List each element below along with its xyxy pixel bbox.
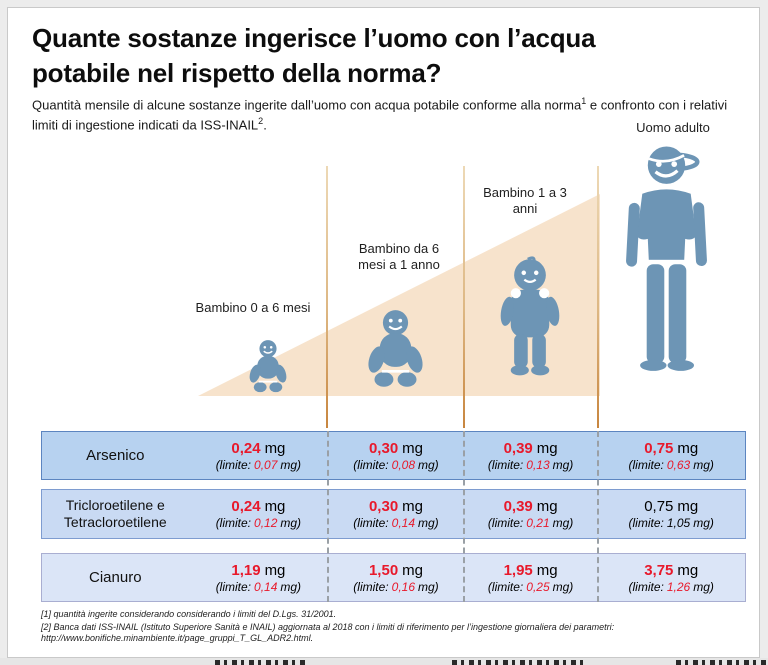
- substance-name: Cianuro: [89, 569, 142, 586]
- baby-sitting-small-icon: [246, 338, 290, 395]
- column-divider-1: [326, 166, 328, 428]
- infographic-card: Quante sostanze ingerisce l’uomo con l’a…: [7, 7, 760, 658]
- cropped-logo-fragment: [215, 660, 307, 665]
- page-subtitle: Quantità mensile di alcune sostanze inge…: [32, 96, 728, 133]
- value-cell: 1,50 mg (limite: 0,16 mg): [353, 561, 439, 594]
- age-group-label-adult: Uomo adulto: [636, 120, 710, 135]
- table-dashed-divider-2: [463, 431, 465, 602]
- footnotes: [1] quantità ingerite considerando consi…: [41, 609, 747, 646]
- toddler-standing-icon: [496, 254, 564, 380]
- age-group-label-child-1-3: Bambino 1 a 3 anni: [483, 185, 567, 216]
- cropped-logo-fragment: [676, 660, 768, 665]
- column-divider-2: [463, 166, 465, 428]
- value-cell: 1,95 mg (limite: 0,25 mg): [487, 561, 574, 594]
- table-row-arsenico: Arsenico 0,24 mg (limite: 0,07 mg) 0,30 mg (…: [41, 431, 746, 480]
- age-group-label-baby-0-6: Bambino 0 a 6 mesi: [195, 300, 311, 315]
- title-line-2: potabile nel rispetto della norma?: [32, 58, 442, 88]
- footnote-ref-1: 1: [581, 96, 587, 106]
- value-cell: 0,24 mg (limite: 0,12 mg): [215, 498, 302, 530]
- substance-name: Arsenico: [86, 447, 145, 464]
- title-line-1: Quante sostanze ingerisce l’uomo con l’a…: [32, 23, 596, 53]
- value-cell: 0,75 mg (limite: 1,05 mg): [628, 498, 714, 530]
- age-group-label-baby-6-12: Bambino da 6 mesi a 1 anno: [358, 241, 440, 272]
- cropped-bottom-strip: [0, 658, 768, 665]
- table-row-cianuro: Cianuro 1,19 mg (limite: 0,14 mg) 1,50 mg (l…: [41, 553, 746, 602]
- value-cell: 0,39 mg (limite: 0,13 mg): [487, 439, 574, 472]
- table-row-tricloroetilene: Tricloroetilene e Tetracloroetilene 0,24…: [41, 489, 746, 539]
- value-cell: 0,24 mg (limite: 0,07 mg): [215, 439, 302, 472]
- value-cell: 1,19 mg (limite: 0,14 mg): [215, 561, 302, 594]
- value-cell: 0,39 mg (limite: 0,21 mg): [487, 498, 574, 530]
- footnote-1: [1] quantità ingerite considerando consi…: [41, 609, 337, 619]
- column-divider-3: [597, 166, 599, 428]
- cropped-logo-fragment: [452, 660, 584, 665]
- value-cell: 3,75 mg (limite: 1,26 mg): [628, 561, 714, 594]
- value-cell: 0,30 mg (limite: 0,14 mg): [353, 498, 439, 530]
- footnote-ref-2: 2: [258, 116, 264, 127]
- baby-sitting-medium-icon: [364, 307, 427, 391]
- footnote-2: [2] Banca dati ISS-INAIL (Istituto Super…: [41, 621, 615, 644]
- adult-man-icon: [622, 141, 711, 383]
- page-title: Quante sostanze ingerisce l’uomo con l’a…: [32, 21, 752, 91]
- value-cell: 0,30 mg (limite: 0,08 mg): [353, 439, 439, 472]
- table-dashed-divider-3: [597, 431, 599, 602]
- substance-name: Tricloroetilene e Tetracloroetilene: [63, 497, 167, 530]
- table-dashed-divider-1: [327, 431, 329, 602]
- value-cell: 0,75 mg (limite: 0,63 mg): [628, 439, 714, 472]
